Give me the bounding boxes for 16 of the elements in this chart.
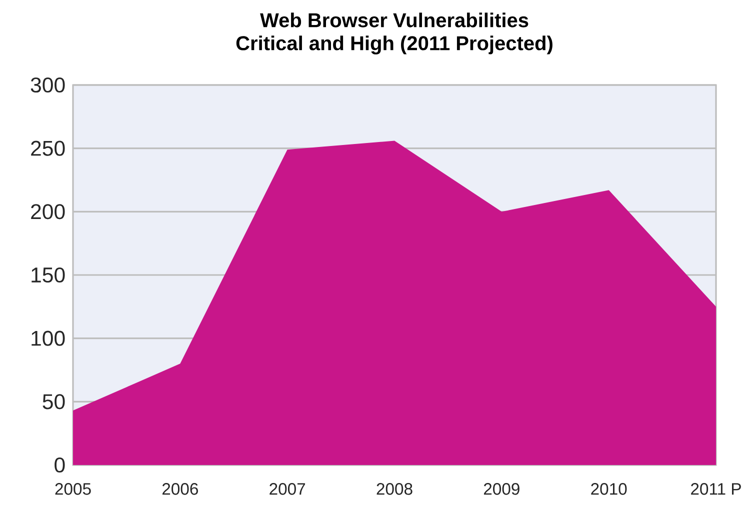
x-tick-label: 2007 — [270, 483, 306, 495]
x-tick-label: 2005 — [55, 483, 91, 495]
y-tick-label: 0 — [54, 457, 65, 473]
x-tick-label: 2009 — [484, 483, 520, 495]
x-tick-label: 2011 P — [691, 483, 741, 495]
chart-subtitle: Critical and High (2011 Projected) — [236, 36, 552, 54]
y-tick-label: 100 — [32, 330, 65, 346]
x-tick-label: 2010 — [591, 483, 627, 495]
y-tick-label: 300 — [30, 77, 65, 93]
y-tick-label: 200 — [31, 204, 65, 220]
chart-title: Web Browser Vulnerabilities — [260, 12, 528, 28]
y-tick-label: 250 — [31, 140, 65, 156]
y-tick-label: 50 — [42, 394, 65, 410]
y-tick-label: 150 — [32, 267, 65, 283]
x-tick-label: 2006 — [162, 483, 198, 495]
x-tick-label: 2008 — [376, 483, 412, 495]
